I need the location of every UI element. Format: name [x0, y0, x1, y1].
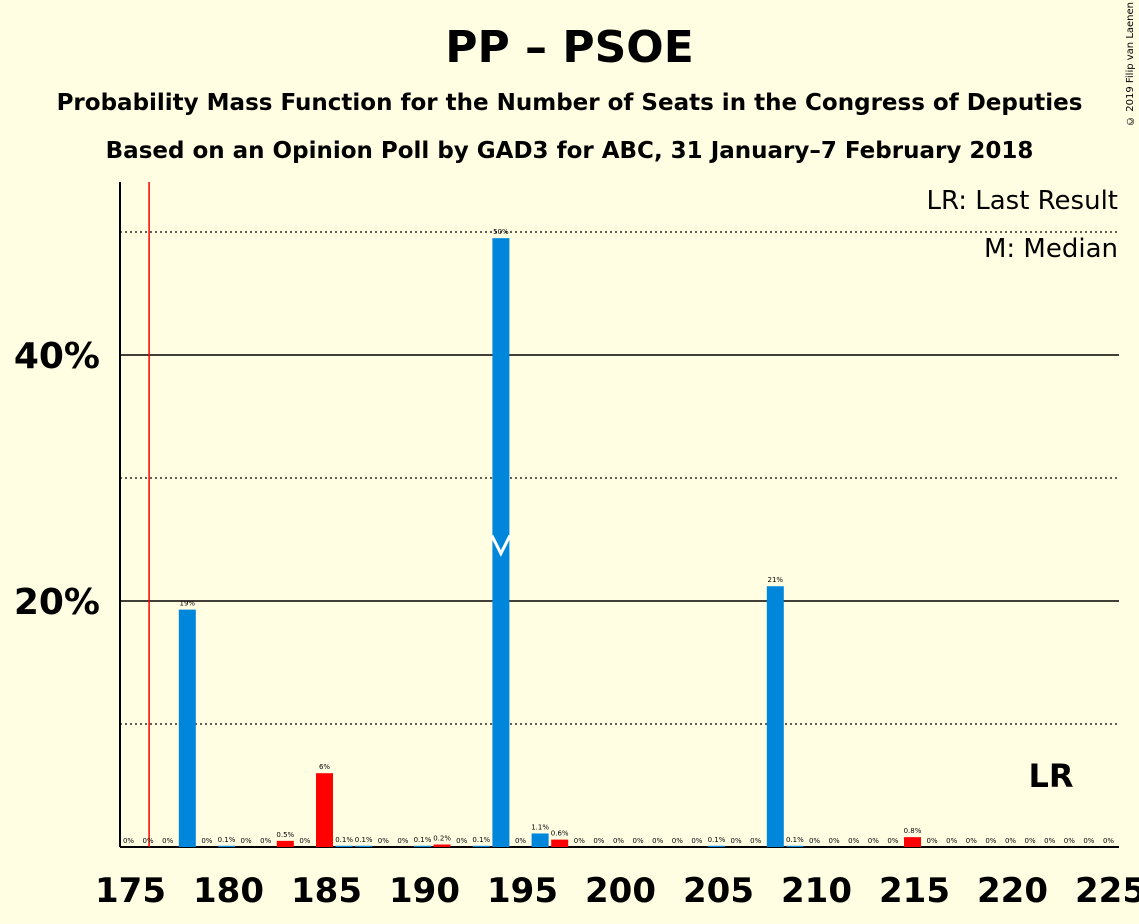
data-label: 0.1%: [786, 836, 804, 844]
data-label: 0%: [927, 837, 938, 845]
data-label: 0%: [985, 837, 996, 845]
data-label: 0%: [868, 837, 879, 845]
data-label: 0%: [1064, 837, 1075, 845]
data-label: 0.1%: [708, 836, 726, 844]
y-tick-label: 40%: [14, 336, 100, 377]
bar-seat-209: [786, 845, 804, 847]
data-label: 0%: [143, 837, 154, 845]
data-label: 0%: [574, 837, 585, 845]
data-label: 0%: [515, 837, 526, 845]
data-label: 0.1%: [414, 836, 432, 844]
data-label: 0%: [887, 837, 898, 845]
bar-seat-185: [316, 773, 333, 847]
data-label: 0.1%: [218, 836, 236, 844]
data-label: 0%: [593, 837, 604, 845]
data-label: 19%: [180, 600, 196, 608]
bar-seat-197: [551, 839, 569, 847]
x-tick-label: 225: [1075, 871, 1139, 911]
data-label: 0%: [299, 837, 310, 845]
legend-last-result: LR: Last Result: [926, 186, 1118, 216]
data-label: 0%: [613, 837, 624, 845]
data-label: 0%: [966, 837, 977, 845]
data-label: 0%: [672, 837, 683, 845]
data-label: 0%: [731, 837, 742, 845]
chart-subtitle: Probability Mass Function for the Number…: [56, 90, 1083, 116]
data-label: 0.1%: [355, 836, 373, 844]
data-label: 0%: [123, 837, 134, 845]
data-label: 21%: [768, 576, 784, 584]
x-tick-label: 210: [781, 871, 852, 911]
data-label: 0.1%: [472, 836, 490, 844]
data-label: 6%: [319, 763, 330, 771]
x-tick-label: 220: [977, 871, 1048, 911]
data-label: 0%: [750, 837, 761, 845]
bar-seat-187: [355, 845, 373, 847]
data-label: 0%: [633, 837, 644, 845]
data-label: 0.8%: [904, 827, 922, 835]
data-label: 0%: [397, 837, 408, 845]
data-label: 0%: [241, 837, 252, 845]
x-tick-label: 205: [683, 871, 754, 911]
data-label: 0%: [1005, 837, 1016, 845]
bar-seat-193: [472, 845, 490, 847]
bar-seat-208: [766, 586, 784, 847]
data-label: 1.1%: [531, 823, 549, 831]
data-label: 0.2%: [433, 835, 451, 843]
data-label: 0.5%: [276, 831, 294, 839]
data-label: 0%: [456, 837, 467, 845]
data-label: 0%: [691, 837, 702, 845]
x-tick-label: 180: [193, 871, 264, 911]
bar-seat-205: [708, 845, 725, 847]
data-label: 0%: [260, 837, 271, 845]
bar-seat-215: [904, 837, 921, 847]
data-label: 0%: [809, 837, 820, 845]
bar-seat-196: [531, 833, 549, 847]
x-tick-label: 215: [879, 871, 950, 911]
x-tick-label: 200: [585, 871, 656, 911]
bar-seat-186: [335, 845, 353, 847]
x-tick-label: 195: [487, 871, 558, 911]
data-label: 0%: [1083, 837, 1094, 845]
chart-title: PP – PSOE: [445, 22, 694, 73]
bar-seat-190: [414, 845, 431, 847]
bar-seat-191: [433, 844, 451, 847]
data-label: 0%: [848, 837, 859, 845]
bar-seat-180: [218, 845, 235, 847]
data-label: 0.6%: [551, 830, 569, 838]
legend-median: M: Median: [984, 234, 1118, 264]
data-label: 0%: [378, 837, 389, 845]
data-label: 0%: [1103, 837, 1114, 845]
data-label: 0%: [652, 837, 663, 845]
data-label: 50%: [493, 228, 509, 236]
data-label: 0%: [201, 837, 212, 845]
y-tick-label: 20%: [14, 582, 100, 623]
median-marker: [490, 534, 512, 557]
bar-seat-178: [178, 609, 196, 847]
bar-seat-183: [276, 840, 294, 847]
data-label: 0%: [1044, 837, 1055, 845]
lr-label: LR: [1028, 757, 1073, 795]
data-label: 0.1%: [335, 836, 353, 844]
data-label: 0%: [946, 837, 957, 845]
data-label: 0%: [162, 837, 173, 845]
x-tick-label: 185: [291, 871, 362, 911]
data-label: 0%: [1025, 837, 1036, 845]
x-tick-label: 175: [95, 871, 166, 911]
bar-seat-194: [492, 238, 510, 847]
data-label: 0%: [829, 837, 840, 845]
chart-source-line: Based on an Opinion Poll by GAD3 for ABC…: [105, 138, 1034, 164]
x-tick-label: 190: [389, 871, 460, 911]
